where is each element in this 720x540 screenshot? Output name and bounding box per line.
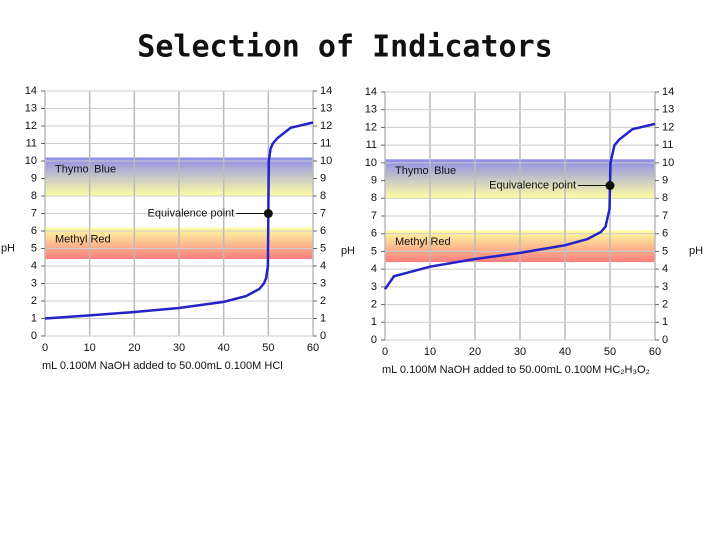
y-tick-label: 11 [26, 137, 37, 149]
y-tick-label: 13 [25, 102, 37, 114]
y2-tick-label: 13 [662, 104, 674, 116]
y2-tick-label: 8 [320, 190, 326, 202]
y2-tick-label: 14 [662, 86, 674, 98]
equivalence-point [263, 209, 273, 218]
y-tick-label: 9 [371, 174, 377, 186]
y-tick-label: 1 [31, 312, 37, 324]
band-label: Thymol Blue [395, 165, 456, 177]
y2-tick-label: 12 [320, 120, 332, 132]
y2-tick-label: 12 [662, 121, 674, 133]
y-tick-label: 6 [371, 228, 377, 240]
y-axis-label: pH [689, 245, 703, 257]
annotation-label: Equivalence point [147, 207, 234, 219]
y2-tick-label: 6 [320, 225, 326, 237]
y2-tick-label: 1 [662, 316, 668, 328]
y2-tick-label: 7 [662, 210, 668, 222]
y-tick-label: 6 [31, 225, 37, 237]
y-tick-label: 14 [365, 86, 377, 98]
x-tick-label: 40 [559, 346, 571, 358]
y2-tick-label: 10 [662, 157, 674, 169]
y-tick-label: 2 [31, 295, 37, 307]
y2-tick-label: 2 [662, 298, 668, 310]
y2-tick-label: 13 [320, 102, 332, 114]
y-axis-label: pH [1, 242, 15, 254]
y2-tick-label: 10 [320, 155, 332, 167]
y2-tick-label: 4 [320, 260, 326, 272]
x-tick-label: 60 [649, 346, 661, 358]
titration-curve [44, 121, 314, 320]
x-axis-label: mL 0.100M NaOH added to 50.00mL 0.100M H… [42, 360, 283, 372]
y2-tick-label: 6 [662, 228, 668, 240]
x-tick-label: 20 [128, 342, 140, 354]
y-tick-label: 10 [365, 157, 377, 169]
x-tick-label: 30 [173, 342, 185, 354]
y-tick-label: 3 [371, 281, 377, 293]
y-tick-label: 5 [371, 245, 377, 257]
y-tick-label: 13 [365, 104, 377, 116]
x-tick-label: 40 [218, 342, 230, 354]
y-tick-label: 4 [371, 263, 377, 275]
equivalence-point [605, 181, 615, 191]
y2-tick-label: 11 [320, 137, 331, 149]
y-tick-label: 11 [366, 139, 377, 151]
y-tick-label: 5 [31, 242, 37, 254]
y-tick-label: 1 [371, 316, 377, 328]
y-tick-label: 9 [31, 172, 37, 184]
band-label: Methyl Red [55, 233, 111, 245]
y2-tick-label: 2 [320, 295, 326, 307]
x-tick-label: 60 [307, 342, 319, 354]
y-tick-label: 4 [31, 260, 37, 272]
x-tick-label: 10 [84, 342, 96, 354]
band-label: Methyl Red [395, 236, 451, 248]
x-tick-label: 50 [262, 342, 274, 354]
y-tick-label: 10 [25, 155, 37, 167]
x-tick-label: 20 [469, 346, 481, 358]
slide-title: Selection of Indicators [137, 30, 552, 65]
y2-tick-label: 9 [662, 174, 668, 186]
y-tick-label: 7 [371, 210, 377, 222]
band-label: Thymol Blue [55, 163, 116, 175]
y-tick-label: 14 [25, 85, 37, 97]
y2-tick-label: 5 [662, 245, 668, 257]
y-tick-label: 0 [371, 334, 377, 346]
x-tick-label: 50 [604, 346, 616, 358]
y2-tick-label: 3 [662, 281, 668, 293]
x-tick-label: 30 [514, 346, 526, 358]
y2-tick-label: 0 [662, 334, 668, 346]
y2-tick-label: 3 [320, 277, 326, 289]
y-axis-label: pH [341, 245, 355, 257]
y-tick-label: 3 [31, 277, 37, 289]
y-tick-label: 12 [25, 120, 37, 132]
y-tick-label: 12 [365, 121, 377, 133]
y2-tick-label: 14 [320, 85, 332, 97]
y-tick-label: 8 [31, 190, 37, 202]
x-tick-label: 0 [42, 342, 48, 354]
y-tick-label: 8 [371, 192, 377, 204]
x-tick-label: 0 [382, 346, 388, 358]
y-tick-label: 0 [31, 330, 37, 342]
y2-tick-label: 7 [320, 207, 326, 219]
y2-tick-label: 8 [662, 192, 668, 204]
y2-tick-label: 9 [320, 172, 326, 184]
y2-tick-label: 1 [320, 312, 326, 324]
x-tick-label: 10 [424, 346, 436, 358]
y2-tick-label: 4 [662, 263, 668, 275]
titration-curve [383, 122, 656, 290]
x-axis-label: mL 0.100M NaOH added to 50.00mL 0.100M H… [382, 364, 650, 376]
y2-tick-label: 0 [320, 330, 326, 342]
y-tick-label: 7 [31, 207, 37, 219]
y2-tick-label: 5 [320, 242, 326, 254]
annotation-label: Equivalence point [489, 179, 576, 191]
y-tick-label: 2 [371, 298, 377, 310]
y2-tick-label: 11 [662, 139, 673, 151]
